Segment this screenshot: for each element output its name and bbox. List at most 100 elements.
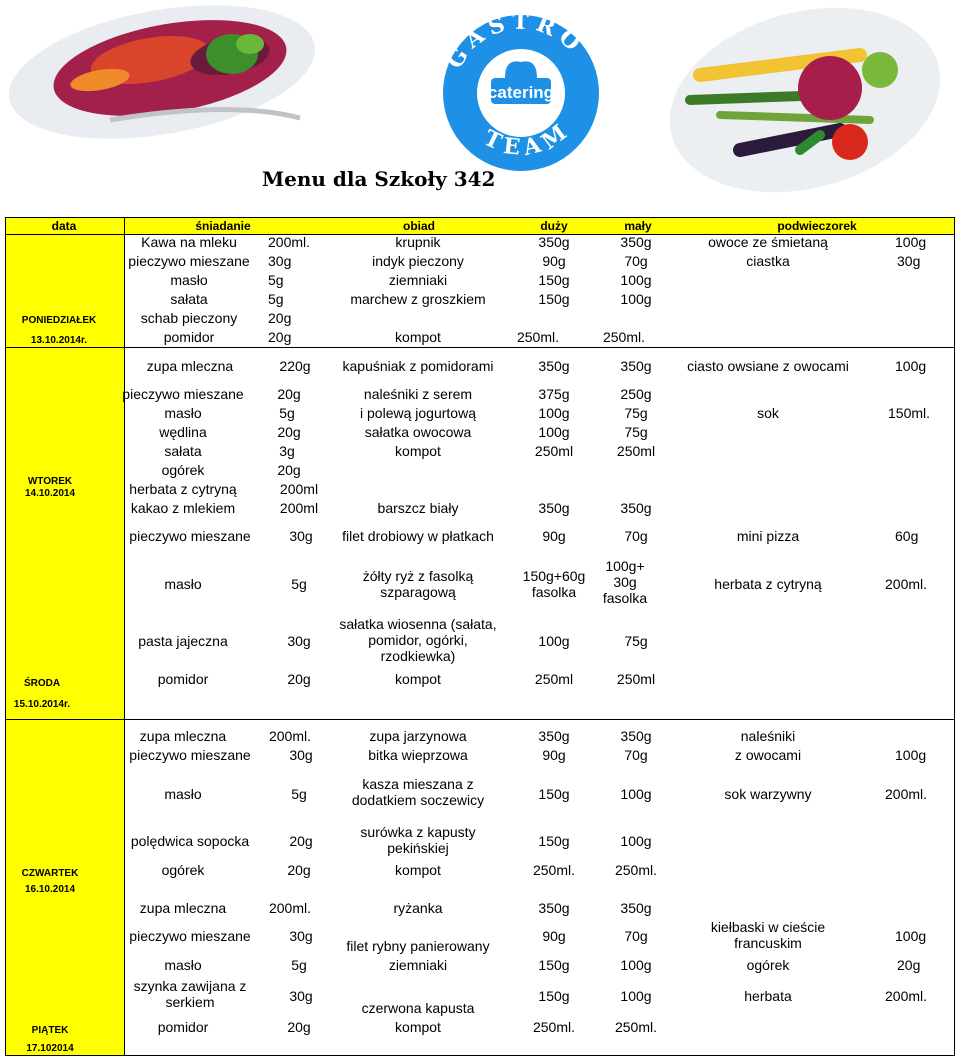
lunch-item: bitka wieprzowa (368, 747, 468, 763)
lunch-item: kasza mieszana z dodatkiem soczewicy (351, 776, 485, 808)
lunch-large: 350g (538, 728, 570, 744)
breakfast-qty: 20g (289, 833, 313, 849)
header-lunch: obiad (403, 219, 435, 233)
snack-item: ogórek (746, 957, 790, 973)
lunch-item: filet drobiowy w płatkach (342, 528, 494, 544)
lunch-large: 100g (538, 424, 570, 440)
divider (5, 1055, 955, 1056)
snack-qty: 30g (897, 253, 921, 269)
logo-middle-text: catering (488, 83, 554, 102)
breakfast-item: masło (170, 272, 208, 288)
lunch-small: 70g (624, 747, 648, 763)
lunch-small: 250ml (616, 671, 656, 687)
day-cell-thu-fri (5, 720, 124, 1056)
lunch-large: 150g (538, 957, 570, 973)
lunch-item: surówka z kapusty pekińskiej (360, 824, 476, 856)
lunch-large: 150g (538, 988, 570, 1004)
lunch-item: naleśniki z serem (363, 386, 473, 402)
breakfast-qty: 5g (268, 291, 284, 307)
breakfast-item: ogórek (161, 862, 205, 878)
lunch-large: 250ml. (516, 329, 560, 345)
lunch-small: 75g (624, 405, 648, 421)
day-label-wed: ŚRODA (23, 678, 61, 689)
header-date: data (51, 219, 77, 233)
snack-qty: 60g (895, 528, 919, 544)
snack-item: ciastka (746, 253, 790, 269)
day-date-wed: 15.10.2014r. (13, 699, 71, 710)
lunch-large: 150g (538, 272, 570, 288)
lunch-item: zupa jarzynowa (369, 728, 467, 744)
lunch-large: 350g (538, 900, 570, 916)
divider (954, 217, 955, 1056)
header-large: duży (540, 219, 568, 233)
lunch-item: filet rybny panierowany (346, 938, 490, 954)
lunch-large: 100g (538, 633, 570, 649)
snack-qty: 200ml. (885, 576, 928, 592)
snack-item: sok warzywny (724, 786, 812, 802)
lunch-item: kompot (395, 671, 441, 687)
lunch-small: 250ml. (614, 862, 658, 878)
header-breakfast: śniadanie (195, 219, 251, 233)
snack-qty: 100g (895, 747, 927, 763)
breakfast-qty: 30g (289, 528, 313, 544)
lunch-small: 70g (624, 928, 648, 944)
breakfast-item: polędwica sopocka (130, 833, 250, 849)
snack-qty: 200ml. (885, 988, 928, 1004)
breakfast-qty: 20g (287, 862, 311, 878)
breakfast-item: wędlina (159, 424, 207, 440)
lunch-large: 250ml (534, 671, 574, 687)
lunch-item: kompot (395, 329, 441, 345)
lunch-large: 150g+60g fasolka (522, 568, 586, 600)
lunch-small: 75g (624, 633, 648, 649)
lunch-item: i polewą jogurtową (360, 405, 476, 421)
snack-qty: 20g (897, 957, 921, 973)
breakfast-qty: 5g (291, 786, 307, 802)
breakfast-item: herbata z cytryną (129, 481, 237, 497)
header-images: GASTRO TEAM catering (8, 5, 941, 193)
breakfast-qty: 30g (289, 988, 313, 1004)
lunch-small: 100g (620, 786, 652, 802)
breakfast-qty: 200ml (279, 481, 319, 497)
breakfast-qty: 200ml (279, 500, 319, 516)
lunch-large: 250ml (534, 443, 574, 459)
lunch-large: 350g (538, 500, 570, 516)
lunch-item: ziemniaki (388, 272, 448, 288)
breakfast-qty: 200ml. (268, 900, 312, 916)
breakfast-qty: 30g (289, 928, 313, 944)
lunch-large: 90g (542, 528, 566, 544)
breakfast-item: zupa mleczna (139, 728, 227, 744)
breakfast-qty: 220g (279, 358, 311, 374)
snack-qty: 100g (895, 234, 927, 250)
lunch-item: indyk pieczony (372, 253, 464, 269)
breakfast-item: sałata (170, 291, 208, 307)
snack-item: kiełbaski w cieście francuskim (710, 919, 826, 951)
breakfast-item: pieczywo mieszane (129, 528, 251, 544)
lunch-small: 250ml. (614, 1019, 658, 1035)
day-label-thu: CZWARTEK (21, 868, 79, 879)
day-cell-tue-wed (5, 348, 124, 719)
lunch-large: 250ml. (532, 1019, 576, 1035)
lunch-small: 250ml. (602, 329, 646, 345)
breakfast-qty: 20g (277, 424, 301, 440)
breakfast-qty: 20g (277, 462, 301, 478)
lunch-small: 350g (620, 500, 652, 516)
day-date-thu: 16.10.2014 (24, 884, 76, 895)
lunch-small: 350g (620, 900, 652, 916)
lunch-small: 100g+ 30g fasolka (602, 558, 648, 606)
breakfast-item: kakao z mlekiem (130, 500, 236, 516)
breakfast-item: schab pieczony (140, 310, 238, 326)
breakfast-item: pieczywo mieszane (122, 386, 244, 402)
snack-item: herbata z cytryną (714, 576, 822, 592)
snack-qty: 150ml. (888, 405, 931, 421)
breakfast-qty: 200ml. (268, 728, 312, 744)
lunch-large: 90g (542, 747, 566, 763)
lunch-small: 70g (624, 528, 648, 544)
lunch-small: 250g (620, 386, 652, 402)
breakfast-qty: 5g (279, 405, 295, 421)
snack-item: owoce ze śmietaną (708, 234, 828, 250)
divider (124, 217, 125, 1056)
lunch-large: 350g (538, 234, 570, 250)
snack-qty: 200ml. (885, 786, 928, 802)
divider (5, 217, 6, 1056)
lunch-item: kapuśniak z pomidorami (342, 358, 494, 374)
